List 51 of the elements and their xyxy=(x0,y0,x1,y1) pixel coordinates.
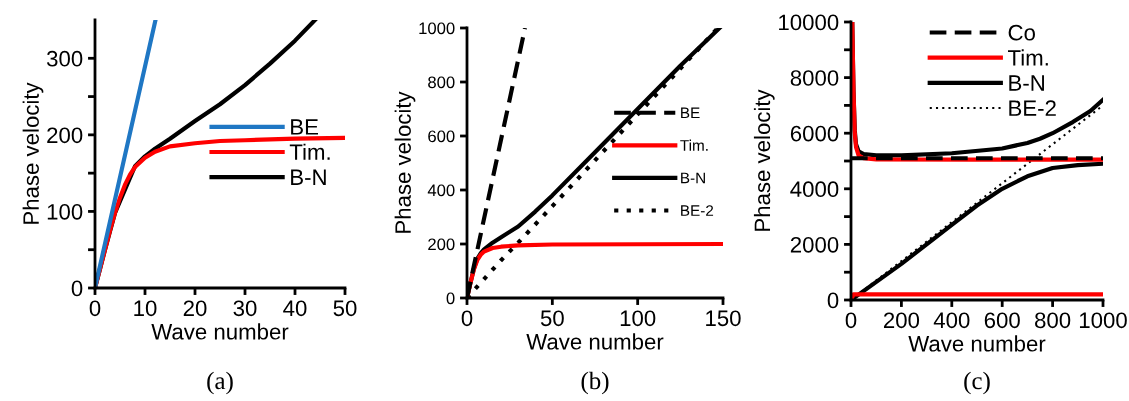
legend-label: B-N xyxy=(1009,75,1044,91)
x-axis-title: Wave number xyxy=(151,323,289,340)
legend-label: Co xyxy=(1008,24,1035,41)
y-tick-label: 800 xyxy=(428,76,455,89)
x-tick-label: 800 xyxy=(1035,312,1071,329)
y-tick-label: 1000 xyxy=(419,22,455,35)
y-tick-label: 0 xyxy=(446,292,455,305)
y-tick-label: 8000 xyxy=(790,70,839,86)
y-axis-title: Phase velocity xyxy=(22,82,44,224)
y-tick-label: 600 xyxy=(428,130,455,143)
x-tick-label: 20 xyxy=(183,300,207,317)
x-tick-label: 50 xyxy=(540,310,564,327)
x-axis-title: Wave number xyxy=(526,333,664,350)
legend-label: Tim. xyxy=(289,143,330,160)
text: (c) xyxy=(964,371,990,395)
x-axis-title: Wave number xyxy=(908,335,1046,352)
y-tick-label: 4000 xyxy=(790,181,839,198)
x-tick-label: 400 xyxy=(933,312,970,329)
y-tick-label: 6000 xyxy=(790,125,839,142)
x-tick-label: 0 xyxy=(461,310,473,327)
legend-label: BE xyxy=(291,119,318,135)
x-tick-label: 0 xyxy=(845,312,857,329)
y-axis-title: Phase velocity xyxy=(394,91,416,233)
x-tick-label: 150 xyxy=(706,310,741,327)
x-tick-label: 100 xyxy=(620,310,656,327)
x-tick-label: 200 xyxy=(883,312,920,329)
text: (a) xyxy=(207,371,233,395)
y-tick-label: 10000 xyxy=(779,14,839,31)
x-tick-label: 10 xyxy=(134,300,157,317)
y-tick-label: 400 xyxy=(427,184,455,197)
legend-label: Tim. xyxy=(1008,49,1048,66)
y-tick-label: 200 xyxy=(47,127,83,144)
y-tick-label: 200 xyxy=(428,238,455,251)
legend-label: B-N xyxy=(681,172,705,184)
y-tick-label: 2000 xyxy=(790,236,839,253)
x-tick-label: 30 xyxy=(233,300,257,317)
y-tick-label: 300 xyxy=(46,50,83,67)
x-tick-label: 600 xyxy=(984,312,1020,329)
legend-label: BE xyxy=(681,107,700,119)
x-tick-label: 40 xyxy=(283,300,307,317)
x-tick-label: 0 xyxy=(89,300,101,317)
text: (b) xyxy=(581,371,609,395)
y-tick-label: 0 xyxy=(71,280,83,297)
legend-label: BE-2 xyxy=(681,205,714,216)
x-tick-label: 50 xyxy=(333,300,357,317)
legend-label: BE-2 xyxy=(1009,100,1056,116)
x-tick-label: 1000 xyxy=(1079,312,1127,329)
legend-label: Tim. xyxy=(680,139,708,151)
legend-label: B-N xyxy=(291,169,326,185)
y-axis-title: Phase velocity xyxy=(753,89,775,231)
y-tick-label: 100 xyxy=(47,203,83,220)
